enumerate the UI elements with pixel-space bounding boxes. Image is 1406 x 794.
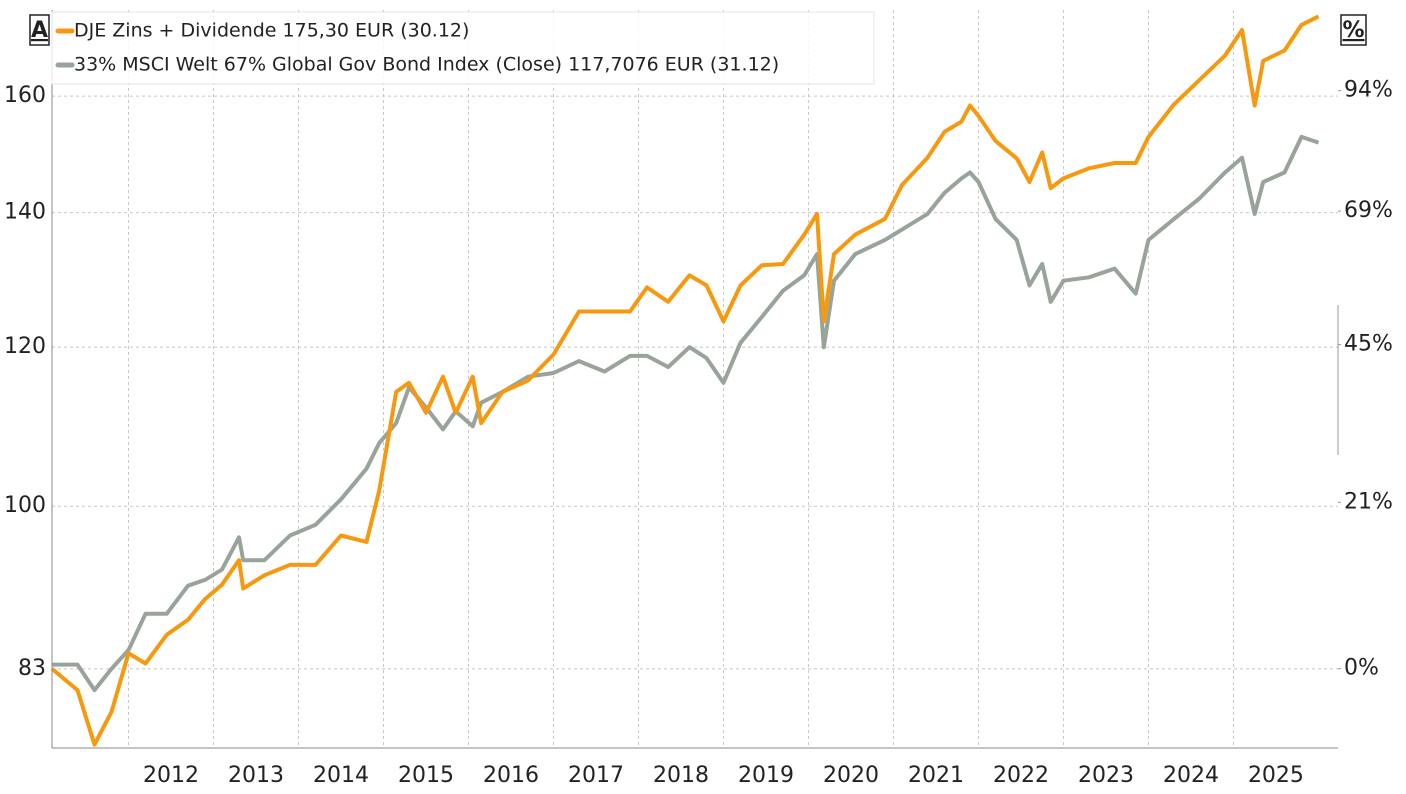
series-line bbox=[52, 134, 1320, 693]
x-tick-label: 2019 bbox=[738, 763, 794, 788]
x-tick-label: 2012 bbox=[143, 763, 199, 788]
grid bbox=[52, 10, 1338, 748]
axis-icon bbox=[1340, 14, 1367, 46]
x-tick-label: 2017 bbox=[568, 763, 624, 788]
x-tick-label: 2018 bbox=[653, 763, 709, 788]
y2-tick-label: 21% bbox=[1344, 489, 1393, 514]
legend-box bbox=[51, 11, 875, 85]
y2-tick-label: 94% bbox=[1344, 78, 1393, 103]
x-tick-label: 2021 bbox=[908, 763, 964, 788]
y-tick-label: 140 bbox=[4, 200, 46, 225]
series-line bbox=[50, 14, 1320, 747]
y-tick-label: 120 bbox=[4, 334, 46, 359]
y2-tick-label: 45% bbox=[1344, 332, 1393, 357]
x-tick-label: 2023 bbox=[1078, 763, 1134, 788]
left-axis-label: A bbox=[31, 18, 48, 43]
x-tick-label: 2022 bbox=[993, 763, 1049, 788]
x-tick-label: 2013 bbox=[228, 763, 284, 788]
legend: DJE Zins + Dividende 175,30 EUR (30.12) 3… bbox=[51, 11, 875, 85]
y-tick-label: 160 bbox=[4, 83, 46, 108]
y-tick-label: 83 bbox=[18, 656, 46, 681]
x-tick-label: 2016 bbox=[483, 763, 539, 788]
y-tick-label: 100 bbox=[4, 493, 46, 518]
legend-label: DJE Zins + Dividende 175,30 EUR (30.12) bbox=[74, 20, 469, 42]
x-tick-label: 2025 bbox=[1248, 763, 1304, 788]
x-tick-label: 2024 bbox=[1163, 763, 1219, 788]
x-tick-label: 2014 bbox=[313, 763, 369, 788]
legend-label: 33% MSCI Welt 67% Global Gov Bond Index … bbox=[74, 54, 779, 76]
axis-icon bbox=[29, 14, 50, 46]
y2-tick-label: 0% bbox=[1344, 656, 1379, 681]
lines bbox=[50, 14, 1320, 747]
x-tick-label: 2015 bbox=[398, 763, 454, 788]
y2-tick-label: 69% bbox=[1344, 198, 1393, 223]
x-tick-label: 2020 bbox=[823, 763, 879, 788]
right-axis-label: % bbox=[1342, 18, 1364, 43]
